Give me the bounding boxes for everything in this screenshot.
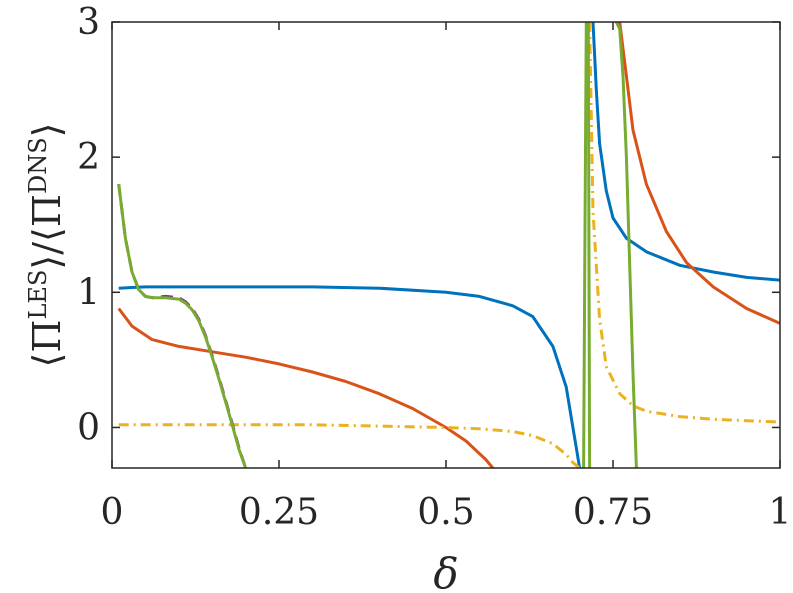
x-tick-label: 0.25 xyxy=(239,492,319,533)
series-5-line-3 xyxy=(586,22,592,468)
x-tick-label: 0 xyxy=(101,492,124,533)
series-4-line-1 xyxy=(117,184,248,468)
series-3-line-1 xyxy=(118,423,581,468)
plot-frame xyxy=(111,21,781,469)
tick-layer: 0 0.25 0.5 0.75 1 0 1 2 3 xyxy=(77,2,791,533)
series-1-line-1 xyxy=(118,285,582,468)
x-tick-label: 0.5 xyxy=(417,492,474,533)
y-label-les: LES xyxy=(24,270,52,320)
y-axis-label: ⟨ΠLES⟩/⟨ΠDNS⟩ xyxy=(24,123,69,368)
y-tick-label: 3 xyxy=(77,2,100,43)
series-2-line-1 xyxy=(117,307,494,468)
series-5-line-4 xyxy=(614,22,638,468)
x-tick-label: 1 xyxy=(769,492,792,533)
x-axis-label: δ xyxy=(433,549,458,593)
y-label-close: ⟩ xyxy=(25,123,69,138)
y-tick-label: 2 xyxy=(77,137,100,178)
series-layer xyxy=(117,22,780,468)
series-3-line-2 xyxy=(588,22,780,424)
y-label-pi-les: Π xyxy=(25,320,69,353)
series-5-line-2 xyxy=(582,22,588,468)
y-label-open: ⟨ xyxy=(25,353,69,368)
y-label-pi-dns: Π xyxy=(25,194,69,227)
y-label-dns: DNS xyxy=(24,137,52,194)
y-tick-label: 0 xyxy=(77,407,100,448)
y-tick-label: 1 xyxy=(77,272,100,313)
y-label-close-slash: ⟩/⟨ xyxy=(25,227,69,269)
series-5-line-1 xyxy=(117,184,248,468)
series-2-line-2 xyxy=(618,22,780,325)
series-1-line-2 xyxy=(591,22,780,282)
x-tick-label: 0.75 xyxy=(573,492,653,533)
